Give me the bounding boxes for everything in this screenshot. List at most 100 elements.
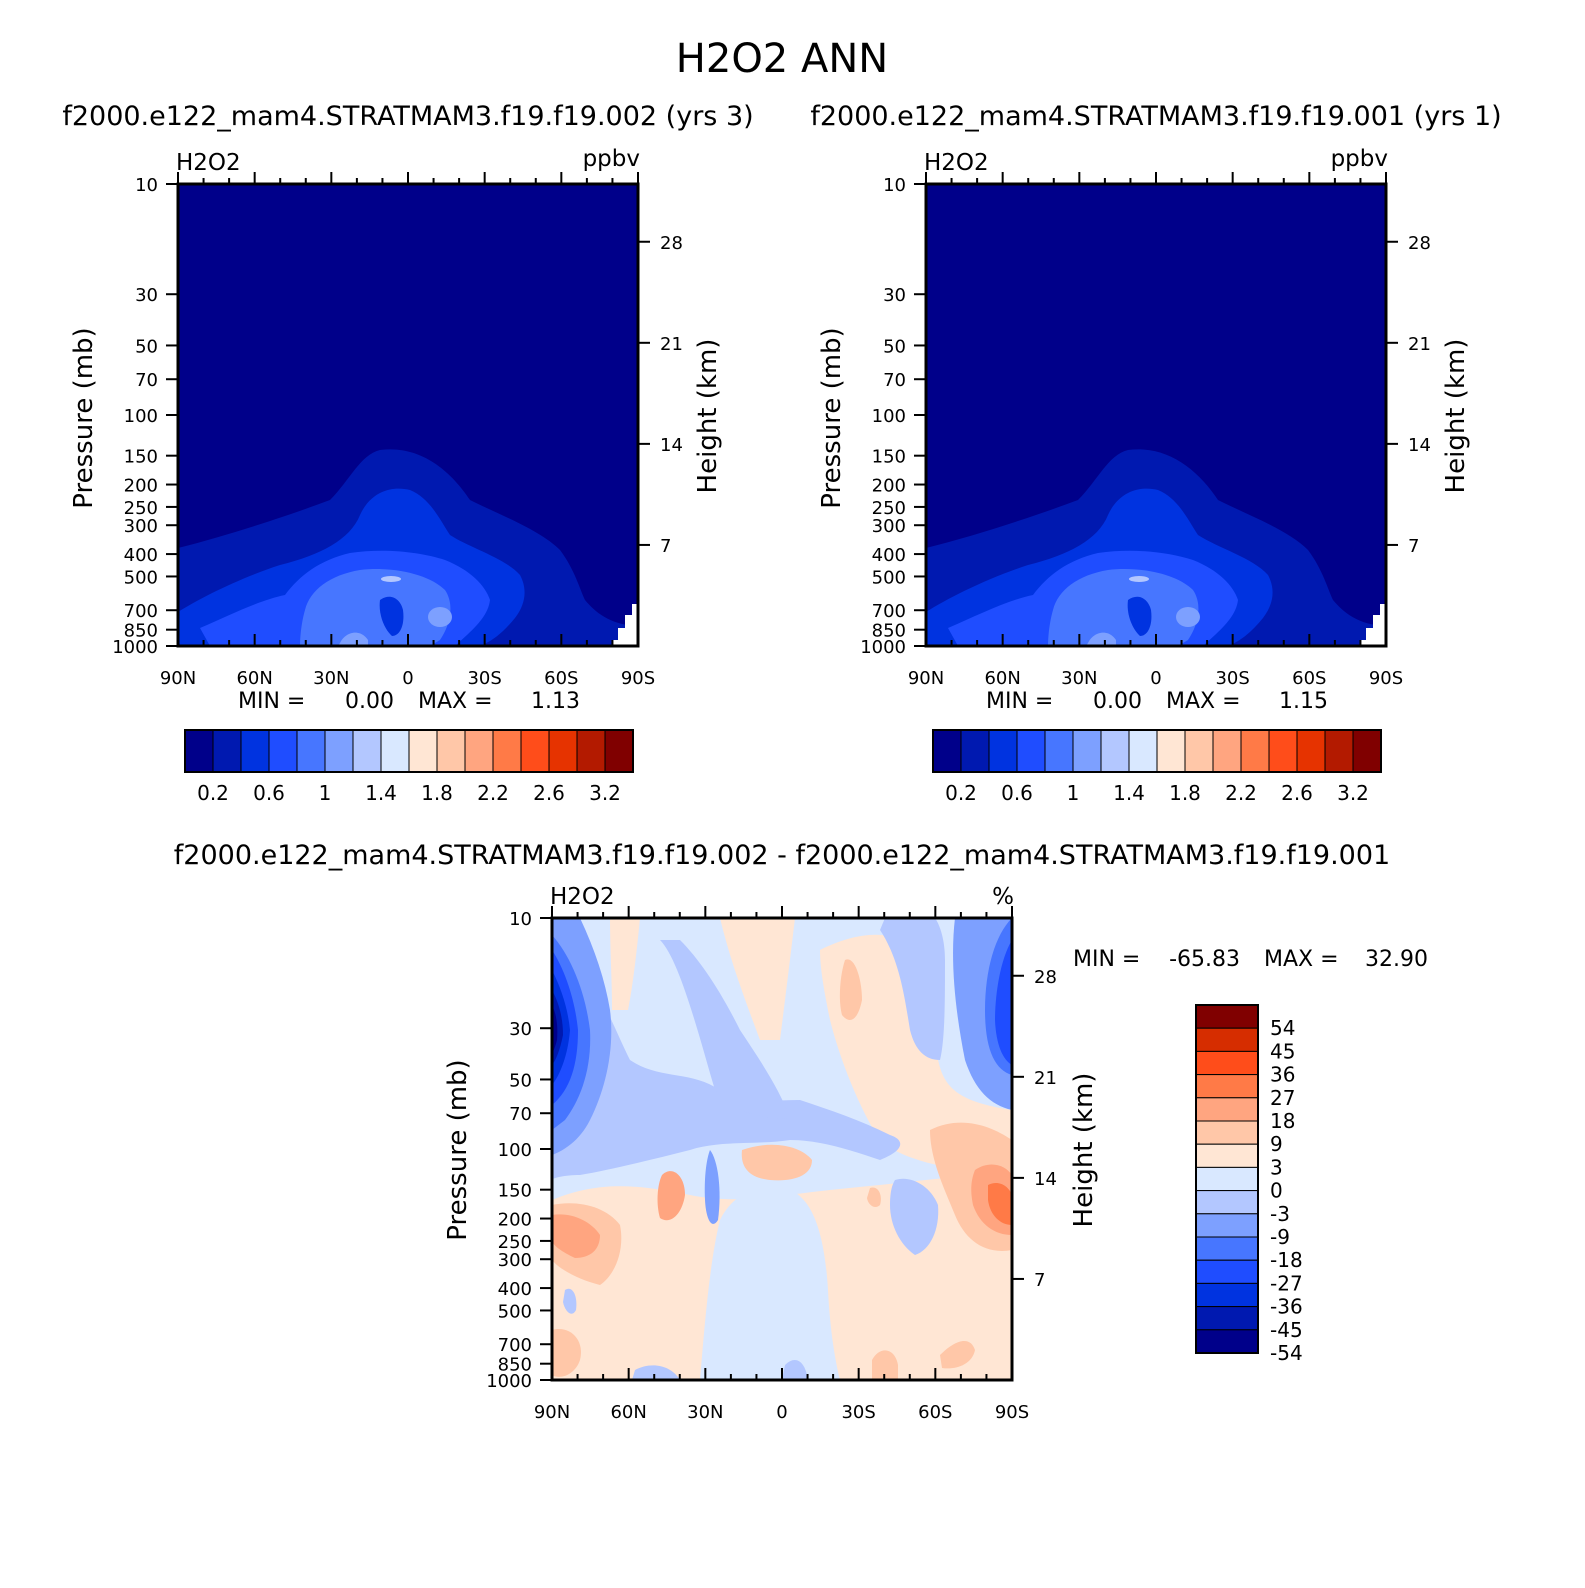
diff-surface-warm-a [552,1329,581,1377]
right-x-tick-label: 60N [984,668,1020,689]
diff-warm-strip-a [610,918,640,1010]
diff-warm-center [741,1144,812,1181]
right-colorbar-box [1072,729,1102,773]
left-y-tick-label: 1000 [112,637,158,658]
right-variable-label: H2O2 [924,150,989,176]
right-colorbar-label: 1.8 [1169,781,1201,805]
figure-title: H2O2 ANN [676,36,888,82]
left-contour-field [178,184,638,646]
right-max-label: MAX = [1166,689,1241,714]
right-contour-patch-b [1129,576,1149,582]
right-y2-tick-label: 28 [1408,233,1431,254]
left-colorbar-box [352,729,382,773]
right-y-tick-label: 10 [883,175,906,196]
diff-warm-dot [867,1187,881,1208]
diff-cool-column [700,1188,840,1380]
left-y2-tick-label: 7 [660,536,671,557]
left-colorbar-box [408,729,438,773]
difference-colorbar-label: 0 [1270,1179,1283,1203]
left-colorbar-box [268,729,298,773]
difference-y2-tick-label: 14 [1034,1169,1057,1190]
right-missing-data [1360,604,1386,646]
left-y-tick-label: 30 [135,285,158,306]
right-x-tick-label: 30N [1061,668,1097,689]
right-y-tick-label: 500 [872,567,906,588]
right-colorbar-box [1240,729,1270,773]
left-x-tick-label: 60S [544,668,578,689]
diff-warm-patch [657,1171,685,1221]
difference-y2-tick-label: 21 [1034,1068,1057,1089]
right-x-tick-label: 90S [1369,668,1403,689]
left-colorbar-label: 1 [319,781,332,805]
difference-colorbar-box [1195,1236,1259,1261]
difference-colorbar-label: 9 [1270,1132,1283,1156]
difference-colorbar-label: 27 [1270,1086,1295,1110]
left-units-label: ppbv [583,146,640,172]
right-min-label: MIN = [986,689,1053,714]
diff-surface-cool-c [563,1288,577,1314]
difference-y-tick-label: 150 [498,1181,532,1202]
difference-x-tick-label: 90S [995,1402,1029,1423]
right-contour-level-4 [1048,569,1199,646]
right-y-tick-label: 850 [872,621,906,642]
left-x-tick-label: 90S [621,668,655,689]
left-colorbar-label: 1.4 [365,781,397,805]
difference-colorbar-box [1195,1143,1259,1168]
left-y-tick-label: 100 [124,406,158,427]
difference-colorbar-box [1195,1074,1259,1099]
difference-y2-tick-label: 28 [1034,967,1057,988]
difference-y-tick-label: 50 [509,1070,532,1091]
right-colorbar-box [988,729,1018,773]
difference-colorbar-label: 36 [1270,1063,1295,1087]
left-y-tick-label: 400 [124,545,158,566]
left-y-tick-label: 300 [124,516,158,537]
right-contour-patch-c [1086,632,1116,646]
left-contour-patch-b [381,576,401,582]
difference-y-tick-label: 1000 [486,1371,532,1392]
left-y2-tick-label: 14 [660,435,683,456]
left-x-tick-label: 30N [313,668,349,689]
left-colorbar-box [576,729,606,773]
left-min-label: MIN = [238,689,305,714]
right-case-title: f2000.e122_mam4.STRATMAM3.f19.f19.001 (y… [810,101,1501,132]
difference-colorbar-label: -45 [1270,1318,1303,1342]
left-colorbar-label: 2.2 [477,781,509,805]
left-colorbar-box [464,729,494,773]
left-colorbar-label: 2.6 [533,781,565,805]
right-y-tick-label: 150 [872,447,906,468]
left-colorbar-box [492,729,522,773]
right-x-tick-label: 90N [908,668,944,689]
difference-y-tick-label: 300 [498,1250,532,1271]
left-colorbar-box [324,729,354,773]
left-colorbar-box [184,729,214,773]
left-y-tick-label: 850 [124,621,158,642]
left-colorbar-box [548,729,578,773]
difference-colorbar-box [1195,1190,1259,1215]
left-y-tick-label: 250 [124,498,158,519]
diff-warm-sp-3 [988,1183,1012,1225]
difference-x-tick-label: 90N [534,1402,570,1423]
right-units-label: ppbv [1331,146,1388,172]
left-contour-patch-c [338,632,368,646]
left-missing-data [612,604,638,646]
right-y2-tick-label: 7 [1408,536,1419,557]
right-colorbar-label: 1 [1067,781,1080,805]
right-min-value: 0.00 [1093,689,1142,714]
difference-colorbar-label: 18 [1270,1109,1295,1133]
right-x-tick-label: 0 [1150,668,1161,689]
difference-colorbar-box [1195,1050,1259,1076]
diff-cool-band [552,930,901,1180]
difference-colorbar-label: -9 [1270,1225,1290,1249]
right-y-tick-label: 200 [872,476,906,497]
left-max-value: 1.13 [531,689,580,714]
right-y-tick-label: 300 [872,516,906,537]
left-max-label: MAX = [418,689,493,714]
diff-cool-wedge [660,940,790,1119]
left-x-tick-label: 60N [236,668,272,689]
left-x-tick-label: 0 [402,668,413,689]
right-colorbar-label: 3.2 [1337,781,1369,805]
left-colorbar-label: 0.6 [253,781,285,805]
left-y-tick-label: 70 [135,370,158,391]
difference-colorbar-box [1195,1166,1259,1192]
right-y2-axis-title: Height (km) [1441,339,1471,494]
